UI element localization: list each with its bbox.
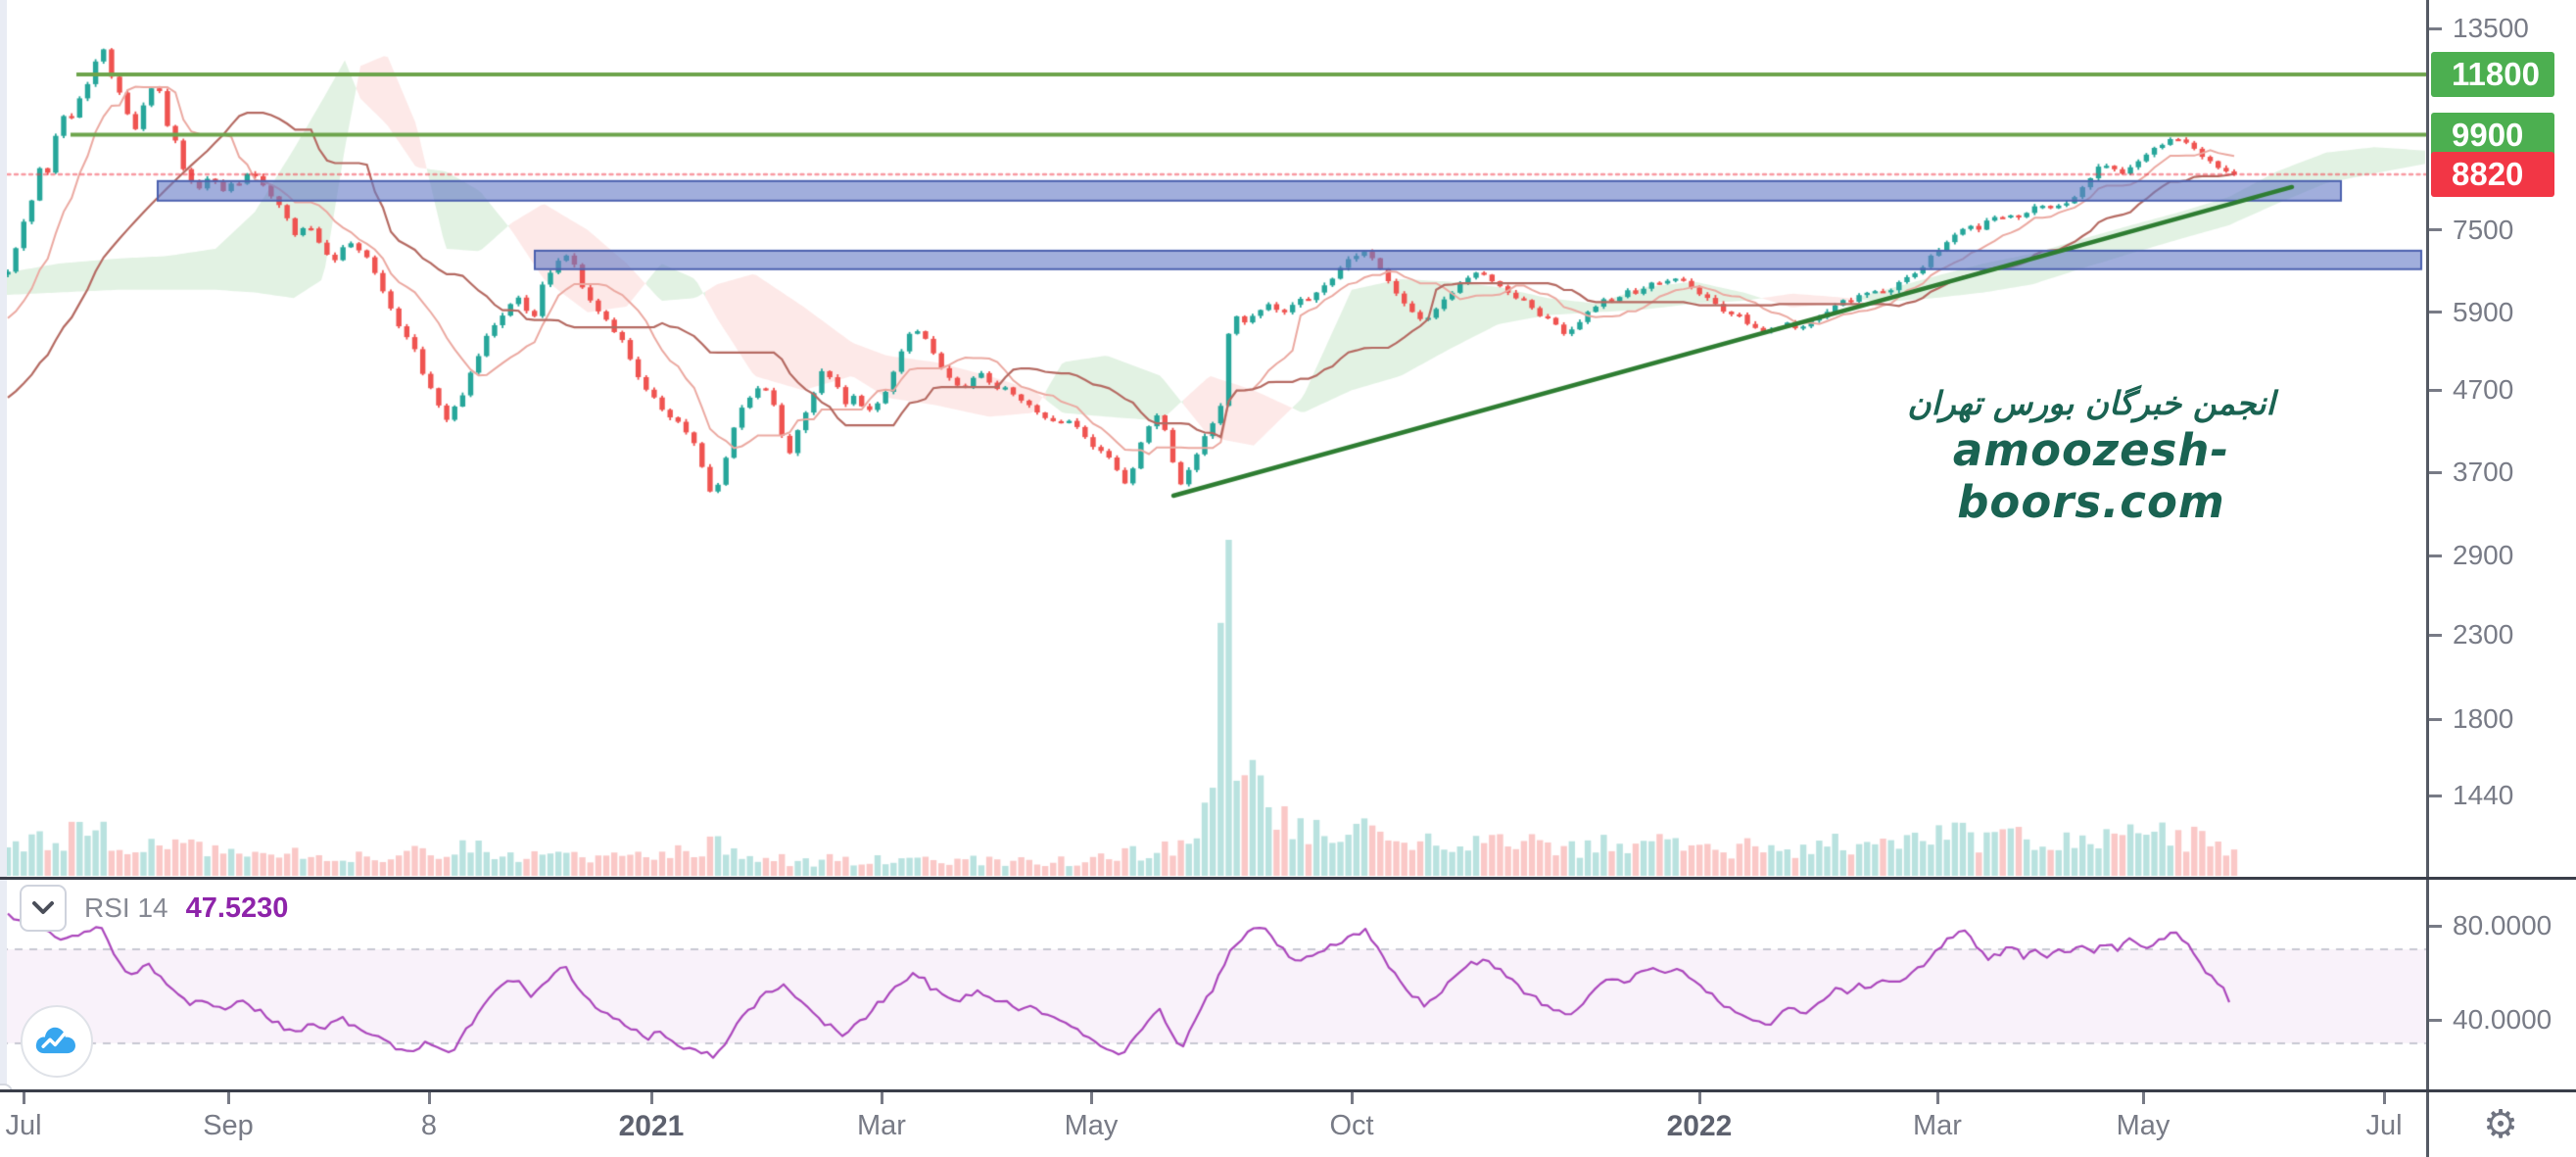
rsi-axis-tick	[2429, 924, 2442, 928]
rsi-indicator-value: 47.5230	[185, 892, 289, 924]
price-axis-tick	[2429, 470, 2442, 474]
time-axis-tick	[226, 1090, 230, 1104]
time-label: Jul	[5, 1110, 42, 1141]
price-chart-canvas[interactable]	[0, 0, 2426, 877]
gear-icon: ⚙	[2483, 1102, 2518, 1147]
time-label: May	[2116, 1110, 2171, 1141]
drawing-toolbar-edge	[0, 0, 7, 1157]
pane-divider[interactable]	[0, 877, 2576, 880]
price-tick-label: 5900	[2453, 296, 2514, 327]
price-axis-tick	[2429, 311, 2442, 314]
axis-divider	[0, 1089, 2576, 1092]
price-level-label: 8820	[2431, 152, 2554, 197]
rsi-indicator-header: RSI 14 47.5230	[20, 885, 288, 932]
chart-watermark: انجمن خبرگان بورس تهران amoozesh-boors.c…	[1905, 384, 2277, 528]
time-axis-tick	[1350, 1090, 1354, 1104]
time-label: May	[1064, 1110, 1119, 1141]
price-level-label: 9900	[2431, 112, 2554, 158]
time-label: Mar	[857, 1110, 906, 1141]
time-axis-tick	[1089, 1090, 1093, 1104]
price-level-label: 11800	[2431, 52, 2554, 98]
price-tick-label: 2900	[2453, 540, 2514, 571]
time-label: Sep	[203, 1110, 254, 1141]
rsi-collapse-button[interactable]	[20, 885, 67, 932]
time-axis-tick	[2141, 1090, 2145, 1104]
time-label: 8	[420, 1110, 438, 1141]
time-label: Jul	[2365, 1110, 2403, 1141]
price-axis-tick	[2429, 717, 2442, 721]
tradingview-logo[interactable]	[21, 1005, 93, 1078]
price-axis-tick	[2429, 554, 2442, 557]
rsi-axis-tick	[2429, 1018, 2442, 1022]
rsi-chart-canvas[interactable]	[0, 879, 2426, 1089]
price-tick-label: 13500	[2453, 13, 2529, 44]
price-axis-tick	[2429, 388, 2442, 392]
watermark-farsi-text: انجمن خبرگان بورس تهران	[1907, 384, 2275, 422]
time-label: 2021	[618, 1110, 685, 1142]
price-tick-label: 2300	[2453, 619, 2514, 651]
price-axis-tick	[2429, 26, 2442, 30]
time-axis-tick	[22, 1090, 25, 1104]
price-tick-label: 4700	[2453, 374, 2514, 406]
time-axis-tick	[649, 1090, 653, 1104]
price-tick-label: 7500	[2453, 214, 2514, 245]
price-axis[interactable]: 13500 7500 5900 4700 3700 2900 2300 1800 1440 118…	[2426, 0, 2576, 1157]
price-axis-tick	[2429, 633, 2442, 637]
time-label: Oct	[1329, 1110, 1374, 1141]
time-axis-tick	[427, 1090, 431, 1104]
chevron-down-icon	[32, 901, 54, 914]
rsi-axis-label: 80.0000	[2453, 910, 2552, 940]
time-label: Mar	[1913, 1110, 1962, 1141]
price-axis-tick	[2429, 228, 2442, 232]
axis-settings-button[interactable]: ⚙	[2476, 1100, 2525, 1149]
time-axis-tick	[2382, 1090, 2386, 1104]
rsi-indicator-label[interactable]: RSI 14	[84, 892, 168, 923]
price-axis-tick	[2429, 794, 2442, 797]
price-tick-label: 3700	[2453, 457, 2514, 488]
watermark-site-text: amoozesh-boors.com	[1952, 424, 2230, 528]
time-axis[interactable]: Jul Sep 8 2021 Mar May Oct 2022 Mar May Jul	[0, 1090, 2426, 1157]
price-tick-label: 1440	[2453, 780, 2514, 811]
time-axis-tick	[1697, 1090, 1701, 1104]
time-axis-tick	[1935, 1090, 1939, 1104]
price-tick-label: 1800	[2453, 703, 2514, 735]
rsi-axis-label: 40.0000	[2453, 1004, 2552, 1035]
tradingview-cloud-icon	[35, 1027, 75, 1054]
time-axis-tick	[880, 1090, 883, 1104]
time-label: 2022	[1666, 1110, 1733, 1142]
